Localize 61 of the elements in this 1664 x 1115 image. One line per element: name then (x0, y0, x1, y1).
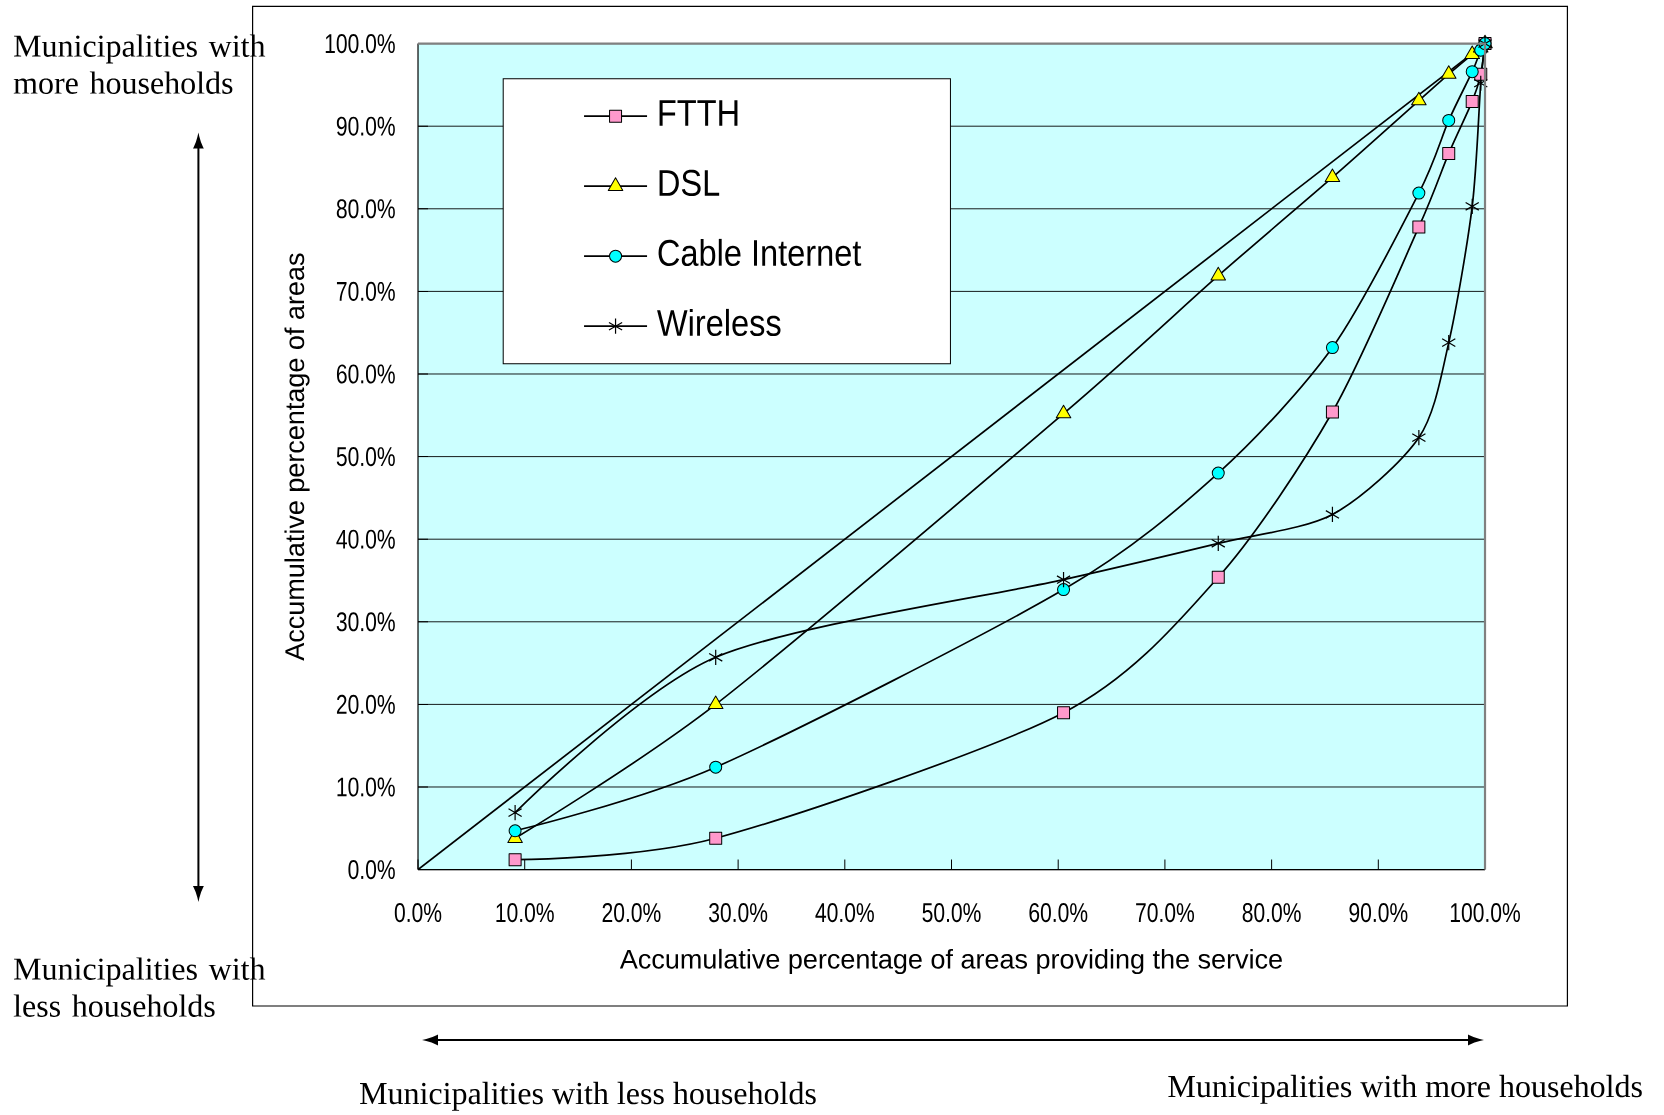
point (1411, 91, 1427, 106)
point (1473, 75, 1488, 92)
y-tick-label: 20.0% (336, 694, 395, 714)
point (508, 853, 522, 867)
point (1465, 94, 1479, 108)
point (1211, 535, 1226, 552)
legend-label: Cable Internet (658, 238, 862, 267)
x-tick-label: 60.0% (1029, 903, 1088, 923)
point (1442, 113, 1456, 127)
point (1211, 570, 1225, 584)
point (1411, 429, 1427, 446)
x-tick-label: 70.0% (1136, 903, 1195, 923)
point (1056, 571, 1071, 588)
point (1465, 65, 1479, 79)
y-tick-label: 30.0% (336, 612, 395, 632)
point (1440, 65, 1457, 79)
y-axis-title: Accumulative percentage of areas (284, 253, 310, 661)
point (708, 649, 723, 666)
point (1441, 334, 1456, 351)
legend-label: FTTH (659, 100, 738, 126)
point (1442, 146, 1456, 160)
point (1412, 220, 1426, 234)
x-tick-label: 0.0% (394, 903, 442, 923)
point (1210, 266, 1227, 281)
text: Municipalities with more households (1168, 1074, 1642, 1104)
x-tick-label: 10.0% (496, 903, 554, 923)
point (709, 760, 723, 774)
point (1465, 198, 1480, 215)
y-tick-label: 70.0% (336, 281, 395, 301)
point (1412, 186, 1426, 200)
y-tick-label: 0.0% (348, 860, 395, 880)
legend-label: Wireless (657, 308, 781, 337)
x-tick-label: 20.0% (602, 903, 661, 923)
legend-label: DSL (659, 169, 720, 197)
point (1325, 341, 1339, 355)
point (707, 695, 724, 710)
y-tick-label: 50.0% (336, 447, 395, 467)
y-tick-label: 100.0% (325, 34, 395, 54)
y-tick-label: 60.0% (336, 364, 395, 384)
x-tick-label: 40.0% (815, 903, 874, 923)
point (1324, 168, 1341, 183)
point (1211, 466, 1225, 480)
x-tick-label: 50.0% (922, 903, 981, 923)
x-tick-label: 30.0% (709, 903, 768, 923)
x-axis-title: Accumulative percentage of areas providing the service (619, 948, 1282, 975)
y-tick-label: 90.0% (336, 116, 395, 136)
x-tick-label: 80.0% (1242, 903, 1301, 923)
x-tick-label: 100.0% (1450, 903, 1520, 923)
point (1055, 404, 1072, 419)
text: Municipalities with less households (360, 1081, 816, 1111)
point (1057, 583, 1071, 597)
point (508, 824, 522, 838)
y-tick-label: 10.0% (337, 777, 395, 797)
point (1057, 706, 1071, 720)
y-tick-label: 80.0% (336, 199, 395, 219)
x-tick-label: 90.0% (1349, 903, 1408, 923)
point (1325, 405, 1339, 419)
y-tick-label: 40.0% (336, 529, 395, 549)
point (507, 804, 523, 821)
point (709, 831, 723, 845)
point (1325, 506, 1340, 523)
